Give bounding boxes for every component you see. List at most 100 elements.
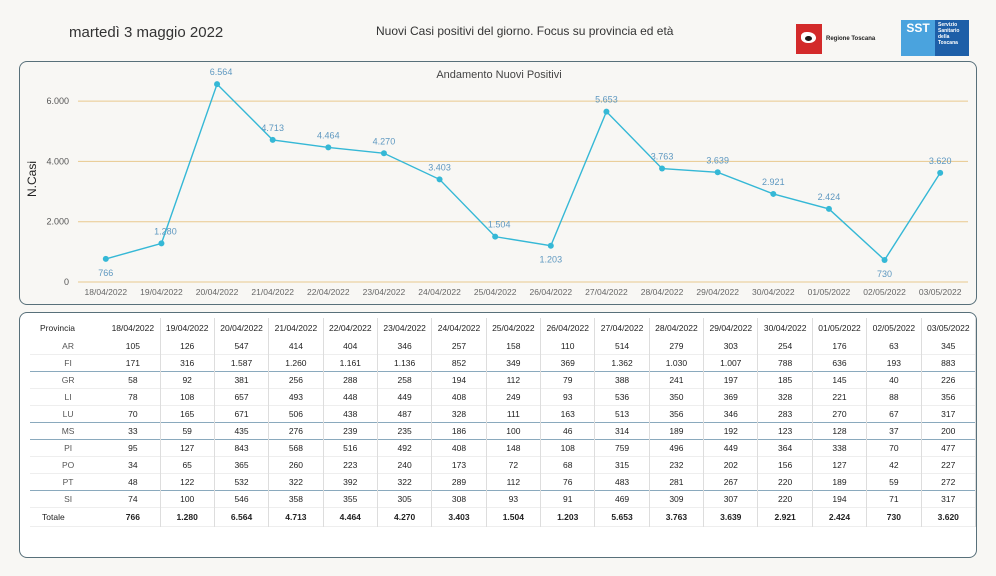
data-point [436,176,443,183]
column-header-date: 25/04/2022 [486,318,542,338]
value-cell: 316 [160,354,215,372]
value-cell: 309 [649,490,705,508]
value-cell: 852 [431,354,487,372]
value-cell: 272 [921,473,976,491]
sst-logo-mark: SST [901,20,935,56]
table-row: PO 34 65 365 260 223 240 173 72 68 315 232 202 156 127… [30,456,976,474]
value-cell: 91 [540,490,596,508]
value-cell: 72 [486,456,542,474]
value-cell: 226 [921,371,976,389]
value-cell: 270 [812,405,868,423]
value-cell: 317 [921,405,976,423]
value-cell: 2.921 [757,507,813,527]
value-cell: 192 [703,422,759,440]
value-cell: 1.030 [649,354,705,372]
value-cell: 176 [812,338,868,355]
value-cell: 5.653 [594,507,650,527]
column-header-date: 28/04/2022 [649,318,705,338]
value-cell: 365 [214,456,270,474]
value-cell: 93 [540,388,596,406]
value-cell: 355 [323,490,378,508]
value-cell: 283 [757,405,813,423]
value-cell: 58 [106,371,161,389]
value-cell: 388 [594,371,650,389]
data-point [881,256,888,263]
table-panel: Provincia 18/04/2022 19/04/2022 20/04/2022… [19,312,977,558]
data-label: 4.464 [317,130,340,140]
value-cell: 759 [594,439,650,457]
data-point [102,255,109,262]
x-tick-label: 20/04/2022 [196,287,239,297]
value-cell: 346 [703,405,759,423]
pegasus-icon [796,24,822,54]
chart-panel: Andamento Nuovi Positivi N.Casi 0 2.000 4.00… [19,61,977,305]
value-cell: 305 [377,490,433,508]
value-cell: 317 [921,490,976,508]
table-row: LI 78 108 657 493 448 449 408 249 93 536 350 369 328 2… [30,388,976,406]
value-cell: 165 [160,405,215,423]
value-cell: 4.270 [377,507,433,527]
value-cell: 636 [812,354,868,372]
data-point [269,136,276,143]
value-cell: 408 [431,388,487,406]
value-cell: 33 [106,422,161,440]
value-cell: 260 [268,456,324,474]
column-header-date: 18/04/2022 [106,318,161,338]
table-header-row: Provincia 18/04/2022 19/04/2022 20/04/2022… [30,318,976,338]
y-tick-label: 0 [64,277,69,287]
value-cell: 3.763 [649,507,705,527]
value-cell: 193 [866,354,922,372]
y-tick-label: 4.000 [46,156,69,166]
value-cell: 404 [323,338,378,355]
value-cell: 1.587 [214,354,270,372]
value-cell: 2.424 [812,507,868,527]
value-cell: 328 [757,388,813,406]
value-cell: 492 [377,439,433,457]
value-cell: 506 [268,405,324,423]
data-label: 5.653 [595,95,618,105]
value-cell: 220 [757,490,813,508]
data-point [714,169,721,176]
table-row: FI 171 316 1.587 1.260 1.161 1.136 852 349 369 1.3… [30,354,976,372]
table-row: LU 70 165 671 506 438 487 328 111 163 513 356 346 283… [30,405,976,423]
value-cell: 369 [703,388,759,406]
value-cell: 730 [866,507,922,527]
value-cell: 235 [377,422,433,440]
value-cell: 239 [323,422,378,440]
value-cell: 449 [377,388,433,406]
value-cell: 346 [377,338,433,355]
value-cell: 315 [594,456,650,474]
data-point [547,242,554,249]
value-cell: 364 [757,439,813,457]
value-cell: 3.639 [703,507,759,527]
line-chart: Andamento Nuovi Positivi N.Casi 0 2.000 4.00… [25,67,968,297]
column-header-date: 27/04/2022 [594,318,650,338]
value-cell: 381 [214,371,270,389]
data-point [937,169,944,176]
value-cell: 93 [486,490,542,508]
value-cell: 257 [431,338,487,355]
value-cell: 59 [866,473,922,491]
value-cell: 122 [160,473,215,491]
value-cell: 158 [486,338,542,355]
value-cell: 67 [866,405,922,423]
value-cell: 223 [323,456,378,474]
y-tick-label: 6.000 [46,96,69,106]
value-cell: 128 [812,422,868,440]
value-cell: 70 [106,405,161,423]
column-header-date: 20/04/2022 [214,318,270,338]
value-cell: 37 [866,422,922,440]
data-label: 2.921 [762,177,785,187]
table-row: GR 58 92 381 256 288 258 194 112 79 388 241 197 185 14… [30,371,976,389]
data-point [158,240,165,247]
data-point [214,81,221,88]
data-label: 4.270 [373,136,396,146]
value-cell: 1.260 [268,354,324,372]
value-cell: 197 [703,371,759,389]
value-cell: 1.280 [160,507,215,527]
value-cell: 349 [486,354,542,372]
value-cell: 289 [431,473,487,491]
provincia-cell: PT [62,477,74,487]
value-cell: 469 [594,490,650,508]
x-tick-label: 23/04/2022 [363,287,406,297]
